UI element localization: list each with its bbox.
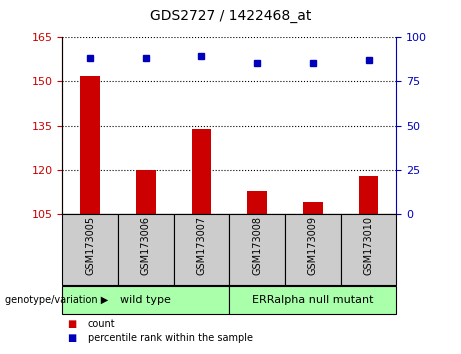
Text: GSM173006: GSM173006 bbox=[141, 216, 151, 275]
Bar bbox=[248, 190, 267, 214]
Bar bbox=[136, 170, 155, 214]
Text: GSM173010: GSM173010 bbox=[364, 216, 373, 275]
Text: wild type: wild type bbox=[120, 295, 171, 305]
Bar bbox=[341, 214, 396, 285]
Bar bbox=[229, 286, 396, 314]
Bar bbox=[174, 214, 229, 285]
Bar bbox=[303, 202, 323, 214]
Bar bbox=[62, 214, 118, 285]
Text: genotype/variation ▶: genotype/variation ▶ bbox=[5, 295, 108, 305]
Text: GSM173007: GSM173007 bbox=[196, 216, 207, 275]
Bar bbox=[62, 286, 229, 314]
Text: GSM173009: GSM173009 bbox=[308, 216, 318, 275]
Text: GSM173005: GSM173005 bbox=[85, 216, 95, 275]
Bar bbox=[118, 214, 174, 285]
Bar bbox=[285, 214, 341, 285]
Text: GDS2727 / 1422468_at: GDS2727 / 1422468_at bbox=[150, 9, 311, 23]
Text: GSM173008: GSM173008 bbox=[252, 216, 262, 275]
Text: count: count bbox=[88, 319, 115, 329]
Bar bbox=[359, 176, 378, 214]
Bar bbox=[192, 129, 211, 214]
Bar bbox=[229, 214, 285, 285]
Bar bbox=[80, 75, 100, 214]
Text: ■: ■ bbox=[67, 333, 76, 343]
Text: ERRalpha null mutant: ERRalpha null mutant bbox=[252, 295, 374, 305]
Text: percentile rank within the sample: percentile rank within the sample bbox=[88, 333, 253, 343]
Text: ■: ■ bbox=[67, 319, 76, 329]
